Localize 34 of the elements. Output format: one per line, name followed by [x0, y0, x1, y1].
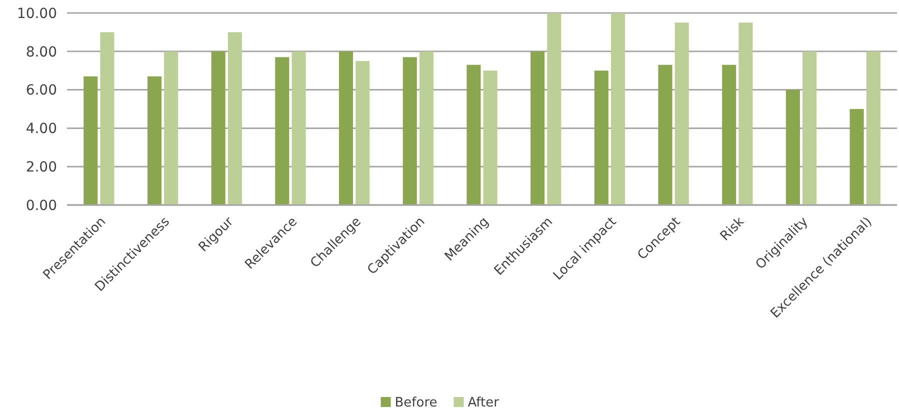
bar [402, 57, 417, 205]
legend-label: After [468, 396, 500, 411]
bar [658, 64, 672, 205]
legend-label: Before [394, 396, 438, 411]
bar [674, 22, 689, 205]
bar [292, 51, 306, 205]
bar [610, 13, 626, 205]
bar [738, 22, 753, 205]
bar [866, 51, 880, 205]
bar [419, 51, 434, 205]
bar [547, 13, 562, 205]
bar [530, 51, 545, 205]
bar [100, 32, 114, 205]
bar [275, 57, 290, 205]
bar [466, 64, 481, 205]
bar [338, 51, 354, 205]
y-tick-label: 4.00 [26, 121, 57, 138]
bar [786, 90, 800, 205]
bar [850, 109, 864, 205]
bar [228, 32, 242, 205]
bar [722, 64, 736, 205]
bar [594, 70, 608, 205]
bar [356, 61, 370, 205]
bar [164, 51, 178, 205]
bar [84, 76, 98, 205]
y-tick-label: 6.00 [26, 82, 57, 99]
bar [147, 76, 162, 205]
bar [802, 51, 817, 205]
bar [483, 70, 498, 205]
y-tick-label: 10.00 [16, 6, 57, 22]
y-tick-label: 0.00 [26, 198, 57, 214]
y-tick-label: 2.00 [26, 160, 57, 176]
y-tick-label: 8.00 [26, 44, 57, 60]
bar [211, 51, 226, 205]
